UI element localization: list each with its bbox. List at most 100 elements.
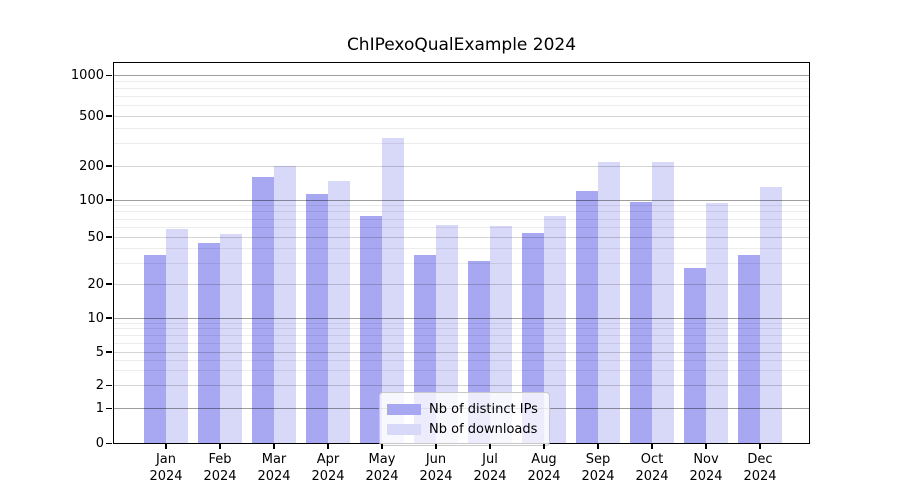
x-tick-label-nov: Nov 2024	[689, 452, 723, 484]
gridline-3	[114, 370, 809, 372]
gridline-700	[114, 95, 809, 97]
gridline-20	[114, 283, 809, 285]
y-tick-label-1000: 1000	[70, 68, 104, 83]
bar-downloads-nov	[705, 203, 728, 443]
legend-label-downloads: Nb of downloads	[429, 421, 538, 437]
gridline-200	[114, 165, 809, 167]
gridline-8	[114, 328, 809, 330]
x-tick-jan	[165, 444, 167, 449]
gridline-70	[114, 218, 809, 220]
bar-ips-sep	[575, 191, 598, 443]
bar-downloads-jun	[435, 225, 458, 443]
x-tick-apr	[327, 444, 329, 449]
plot-area: Nb of distinct IPs Nb of downloads	[113, 62, 810, 446]
bar-downloads-mar	[273, 166, 296, 443]
gridline-50	[114, 236, 809, 238]
y-tick-20	[106, 283, 112, 285]
bar-ips-dec	[737, 254, 760, 443]
x-tick-label-dec: Dec 2024	[743, 452, 777, 484]
x-tick-label-jan: Jan 2024	[149, 452, 183, 484]
x-tick-label-aug: Aug 2024	[527, 452, 561, 484]
x-tick-dec	[759, 444, 761, 449]
legend-label-ips: Nb of distinct IPs	[429, 401, 538, 417]
y-tick-label-50: 50	[87, 229, 104, 245]
gridline-900	[114, 81, 809, 83]
x-tick-label-mar: Mar 2024	[257, 452, 291, 484]
y-tick-2	[106, 384, 112, 387]
bar-ips-mar	[251, 177, 274, 443]
y-tick-10	[106, 317, 112, 319]
gridline-600	[114, 104, 809, 106]
x-tick-aug	[543, 444, 545, 449]
gridline-6	[114, 342, 809, 344]
x-tick-label-apr: Apr 2024	[311, 452, 345, 484]
gridline-500	[114, 115, 809, 117]
y-tick-label-0: 0	[95, 436, 104, 451]
y-tick-1000	[106, 74, 112, 77]
chart-title: ChIPexoQualExample 2024	[346, 35, 577, 55]
gridline-5	[114, 351, 809, 353]
gridline-90	[114, 205, 809, 207]
legend-swatch-ips	[387, 403, 421, 415]
y-tick-50	[106, 236, 112, 238]
gridline-30	[114, 262, 809, 264]
legend-row-ips: Nb of distinct IPs	[387, 399, 538, 419]
x-tick-oct	[651, 444, 653, 449]
gridline-2	[114, 385, 809, 386]
x-tick-jun	[435, 444, 437, 449]
y-tick-100	[106, 199, 112, 201]
y-tick-500	[106, 115, 112, 117]
gridline-7	[114, 334, 809, 336]
bar-ips-apr	[305, 193, 328, 443]
bar-downloads-dec	[759, 186, 782, 443]
gridline-80	[114, 211, 809, 213]
grid-layer	[114, 63, 809, 443]
y-tick-label-500: 500	[79, 108, 104, 124]
gridline-1000	[114, 75, 809, 76]
bar-ips-feb	[197, 243, 220, 443]
y-tick-label-2: 2	[95, 378, 104, 393]
legend-layer: Nb of distinct IPs Nb of downloads	[114, 63, 809, 446]
bar-downloads-apr	[327, 180, 350, 443]
y-tick-200	[106, 165, 112, 167]
y-tick-label-10: 10	[87, 310, 104, 326]
gridline-100	[114, 199, 809, 201]
x-tick-label-feb: Feb 2024	[203, 452, 237, 484]
legend: Nb of distinct IPs Nb of downloads	[379, 392, 550, 446]
y-tick-label-200: 200	[79, 158, 104, 174]
y-tick-label-100: 100	[79, 192, 104, 208]
gridline-10	[114, 317, 809, 319]
y-tick-0	[106, 442, 112, 445]
bar-downloads-oct	[651, 161, 674, 443]
y-tick-label-1: 1	[95, 401, 104, 416]
bar-ips-nov	[683, 268, 706, 443]
x-tick-label-jun: Jun 2024	[419, 452, 453, 484]
gridline-9	[114, 322, 809, 324]
gridline-40	[114, 247, 809, 249]
bar-ips-oct	[629, 202, 652, 443]
bar-downloads-jan	[165, 228, 188, 443]
bar-ips-aug	[521, 233, 544, 443]
bar-downloads-sep	[597, 161, 620, 443]
bars-layer	[114, 63, 809, 443]
bar-ips-may	[359, 216, 382, 443]
y-tick-1	[106, 407, 112, 410]
x-tick-label-may: May 2024	[365, 452, 399, 484]
bar-downloads-may	[381, 138, 404, 443]
legend-swatch-downloads	[387, 423, 421, 435]
x-tick-label-sep: Sep 2024	[581, 452, 615, 484]
x-tick-jul	[489, 444, 491, 449]
x-tick-mar	[273, 444, 275, 449]
y-tick-label-5: 5	[95, 344, 104, 360]
gridline-400	[114, 127, 809, 129]
gridline-300	[114, 143, 809, 145]
bar-downloads-feb	[219, 234, 242, 443]
bar-ips-jan	[143, 254, 166, 443]
x-tick-may	[381, 444, 383, 449]
gridline-4	[114, 359, 809, 361]
gridline-60	[114, 226, 809, 228]
bar-downloads-jul	[489, 225, 512, 443]
x-tick-nov	[705, 444, 707, 449]
x-tick-feb	[219, 444, 221, 449]
